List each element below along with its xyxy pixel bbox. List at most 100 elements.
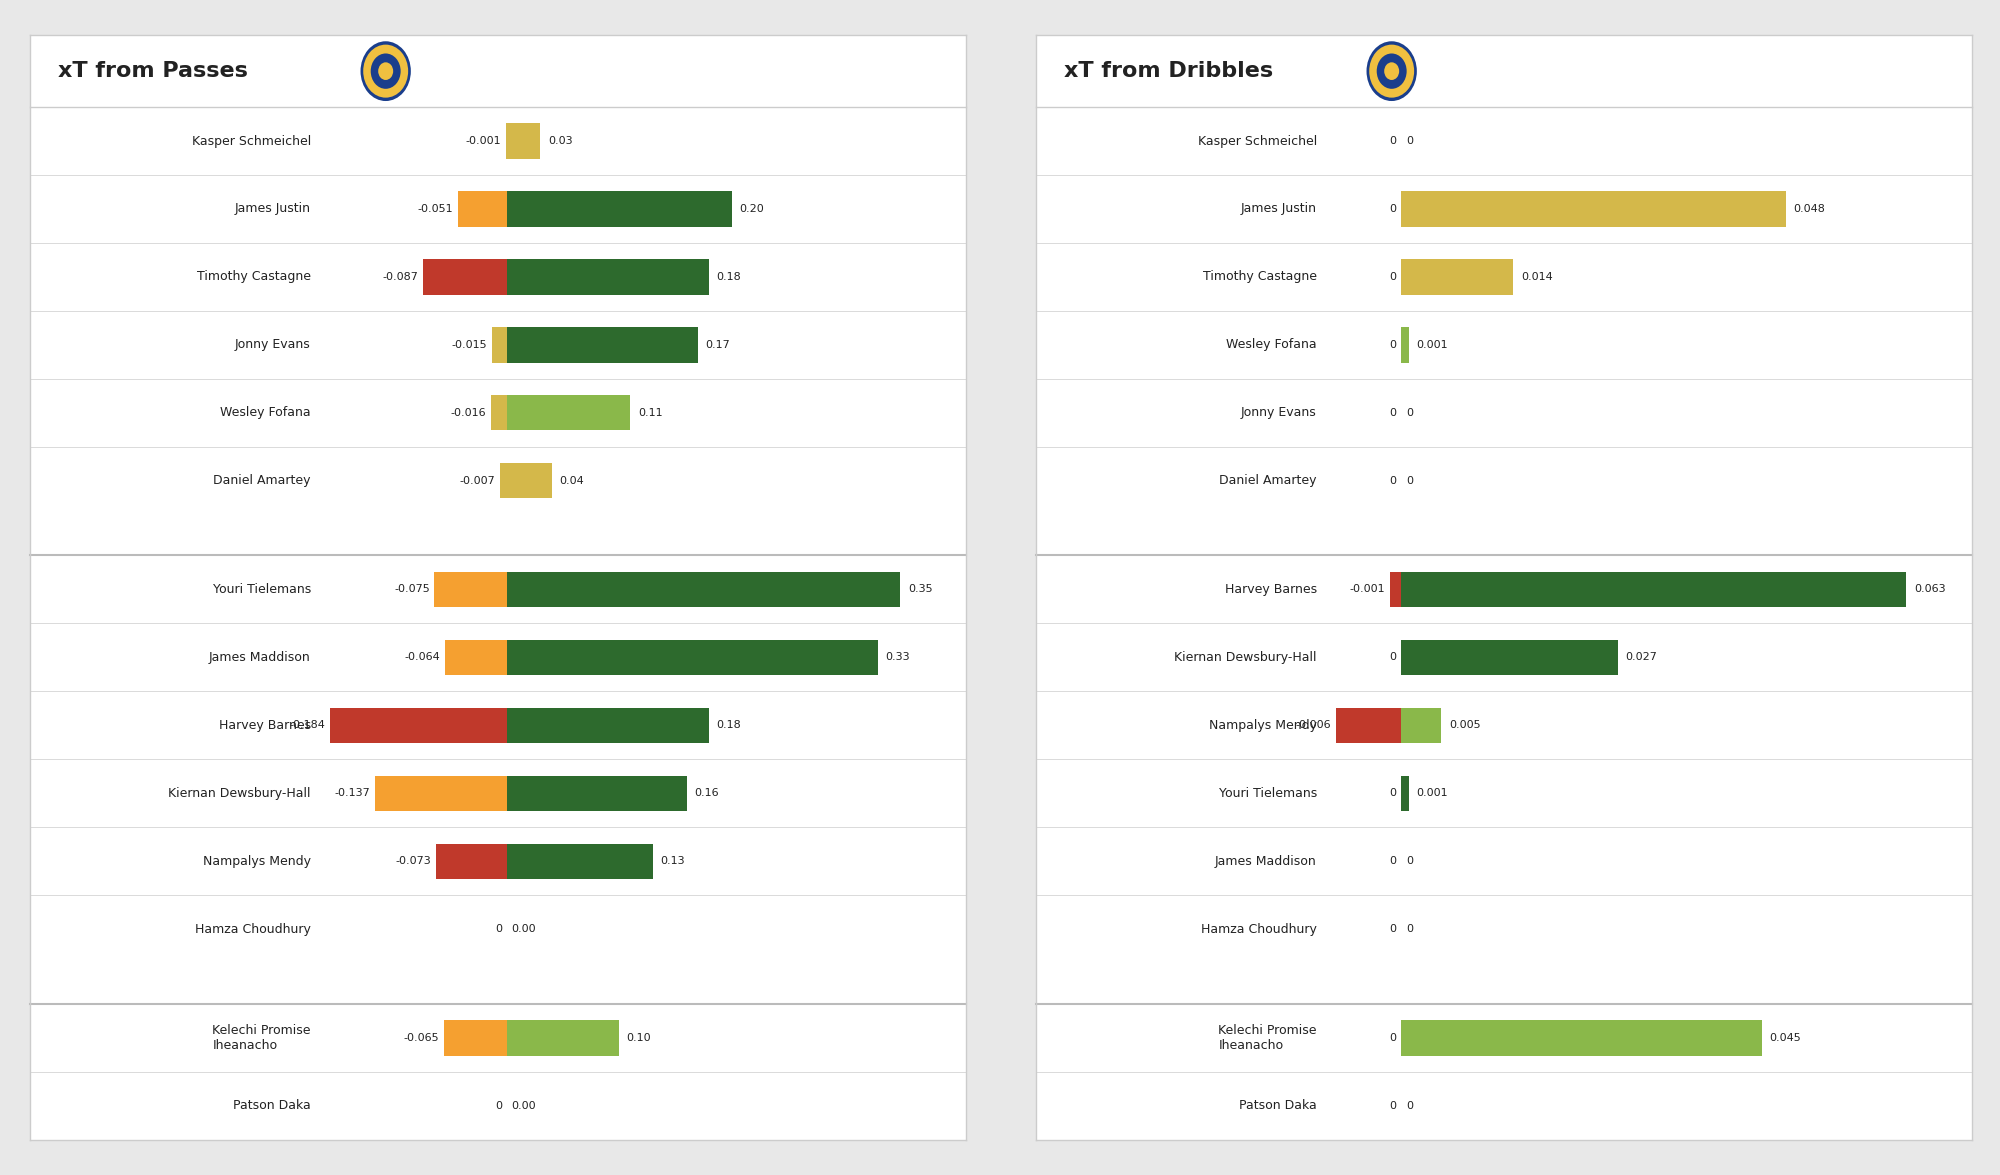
Text: Timothy Castagne: Timothy Castagne <box>196 270 310 283</box>
Text: -0.006: -0.006 <box>1296 720 1330 731</box>
Circle shape <box>370 54 400 89</box>
Bar <box>506 1020 620 1055</box>
Text: Kasper Schmeichel: Kasper Schmeichel <box>192 134 310 148</box>
Text: Youri Tielemans: Youri Tielemans <box>212 583 310 596</box>
Text: 0.005: 0.005 <box>1448 720 1480 731</box>
Bar <box>492 395 506 430</box>
Text: 0: 0 <box>1390 204 1396 214</box>
Text: Jonny Evans: Jonny Evans <box>1242 407 1316 419</box>
Text: Kasper Schmeichel: Kasper Schmeichel <box>1198 134 1316 148</box>
Bar <box>500 463 506 498</box>
Text: 0.04: 0.04 <box>560 476 584 485</box>
Circle shape <box>1366 40 1418 102</box>
Bar <box>1402 1020 1762 1055</box>
Text: -0.015: -0.015 <box>452 340 488 350</box>
Text: James Maddison: James Maddison <box>210 651 310 664</box>
Text: 0.048: 0.048 <box>1794 204 1826 214</box>
Text: Timothy Castagne: Timothy Castagne <box>1202 270 1316 283</box>
Bar <box>446 639 506 674</box>
Text: 0: 0 <box>1406 924 1412 934</box>
Text: -0.065: -0.065 <box>404 1033 440 1043</box>
Text: -0.137: -0.137 <box>334 788 370 798</box>
Text: -0.007: -0.007 <box>460 476 496 485</box>
Text: 0.18: 0.18 <box>716 271 742 282</box>
Text: -0.184: -0.184 <box>288 720 324 731</box>
Bar <box>506 395 630 430</box>
Text: Nampalys Mendy: Nampalys Mendy <box>202 854 310 867</box>
Text: 0.10: 0.10 <box>626 1033 652 1043</box>
Text: 0.03: 0.03 <box>548 136 572 146</box>
Text: Hamza Choudhury: Hamza Choudhury <box>1200 922 1316 935</box>
Text: Daniel Amartey: Daniel Amartey <box>1220 475 1316 488</box>
Circle shape <box>1376 54 1406 89</box>
Text: Nampalys Mendy: Nampalys Mendy <box>1208 719 1316 732</box>
Text: 0: 0 <box>1390 476 1396 485</box>
Text: 0: 0 <box>1390 1033 1396 1043</box>
Text: Kelechi Promise
Iheanacho: Kelechi Promise Iheanacho <box>212 1023 310 1052</box>
Text: -0.051: -0.051 <box>418 204 452 214</box>
Text: Kelechi Promise
Iheanacho: Kelechi Promise Iheanacho <box>1218 1023 1316 1052</box>
Text: 0.00: 0.00 <box>512 1101 536 1110</box>
Text: Patson Daka: Patson Daka <box>1240 1100 1316 1113</box>
Text: Wesley Fofana: Wesley Fofana <box>1226 338 1316 351</box>
Text: 0.027: 0.027 <box>1626 652 1658 663</box>
Bar <box>444 1020 506 1055</box>
Bar <box>506 260 710 295</box>
Bar <box>506 844 652 879</box>
Text: Daniel Amartey: Daniel Amartey <box>214 475 310 488</box>
Text: -0.016: -0.016 <box>450 408 486 418</box>
Bar <box>506 463 552 498</box>
Bar <box>506 776 686 811</box>
Text: 0.35: 0.35 <box>908 584 932 595</box>
Circle shape <box>378 62 394 80</box>
Circle shape <box>360 40 412 102</box>
Text: 0.00: 0.00 <box>512 924 536 934</box>
Bar <box>506 707 710 743</box>
Text: Patson Daka: Patson Daka <box>234 1100 310 1113</box>
Text: 0.13: 0.13 <box>660 857 686 866</box>
Text: 0: 0 <box>1390 652 1396 663</box>
Text: 0: 0 <box>1390 1101 1396 1110</box>
Text: 0: 0 <box>1406 408 1412 418</box>
Text: James Justin: James Justin <box>234 202 310 215</box>
Text: 0: 0 <box>1406 1101 1412 1110</box>
Text: 0.11: 0.11 <box>638 408 662 418</box>
Text: 0: 0 <box>1406 136 1412 146</box>
Text: 0: 0 <box>494 1101 502 1110</box>
Text: -0.075: -0.075 <box>394 584 430 595</box>
Text: -0.001: -0.001 <box>1350 584 1386 595</box>
Bar <box>506 572 900 607</box>
Bar <box>1402 639 1618 674</box>
Text: Hamza Choudhury: Hamza Choudhury <box>194 922 310 935</box>
Text: James Justin: James Justin <box>1240 202 1316 215</box>
Bar <box>1402 260 1514 295</box>
Bar <box>434 572 506 607</box>
Circle shape <box>1370 45 1414 98</box>
Text: 0.20: 0.20 <box>740 204 764 214</box>
Text: 0: 0 <box>1390 408 1396 418</box>
Text: Wesley Fofana: Wesley Fofana <box>220 407 310 419</box>
Text: 0: 0 <box>494 924 502 934</box>
Text: 0.001: 0.001 <box>1416 340 1448 350</box>
Text: -0.087: -0.087 <box>382 271 418 282</box>
Text: xT from Passes: xT from Passes <box>58 61 248 81</box>
Text: 0.17: 0.17 <box>706 340 730 350</box>
Bar <box>1402 776 1410 811</box>
Text: 0: 0 <box>1406 857 1412 866</box>
Text: Harvey Barnes: Harvey Barnes <box>1224 583 1316 596</box>
Text: 0.014: 0.014 <box>1520 271 1552 282</box>
Bar <box>506 123 540 159</box>
Text: Jonny Evans: Jonny Evans <box>236 338 310 351</box>
Bar <box>330 707 506 743</box>
Text: 0: 0 <box>1406 476 1412 485</box>
Bar <box>1336 707 1402 743</box>
Text: -0.001: -0.001 <box>466 136 500 146</box>
Text: 0.001: 0.001 <box>1416 788 1448 798</box>
Bar <box>422 260 506 295</box>
Bar <box>506 327 698 363</box>
Circle shape <box>364 45 408 98</box>
Text: 0.33: 0.33 <box>886 652 910 663</box>
Bar <box>506 639 878 674</box>
Circle shape <box>1384 62 1400 80</box>
Bar <box>1390 572 1402 607</box>
